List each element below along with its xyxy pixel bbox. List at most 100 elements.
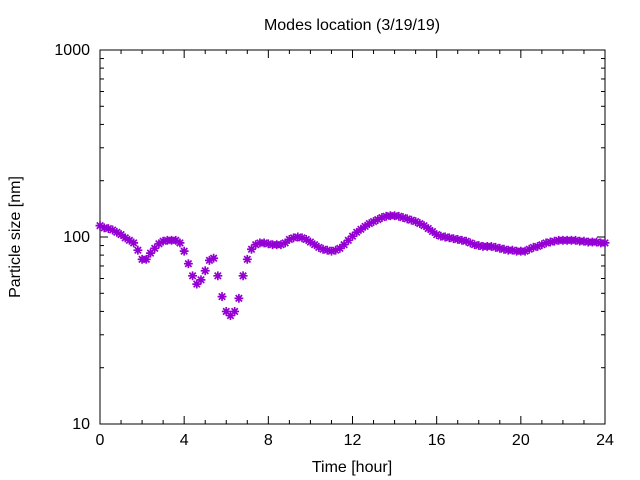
x-axis-label: Time [hour]	[312, 459, 392, 476]
data-point	[356, 224, 366, 234]
data-point	[419, 221, 429, 231]
data-point	[112, 227, 122, 237]
data-point	[529, 242, 538, 252]
data-point	[402, 214, 412, 224]
data-point	[280, 238, 290, 248]
data-point	[192, 279, 202, 289]
data-point	[541, 238, 551, 248]
data-point	[491, 242, 501, 252]
data-point	[520, 246, 530, 256]
points-layer	[95, 211, 610, 321]
data-point	[423, 224, 433, 233]
data-point	[284, 235, 294, 244]
data-point	[406, 215, 416, 225]
data-point	[200, 266, 210, 276]
axes-layer: 0 4 8 12 16 20 24 10 100 1000	[54, 42, 614, 449]
data-point	[432, 230, 442, 240]
data-point	[331, 245, 341, 255]
data-point	[394, 211, 404, 221]
data-point	[314, 242, 324, 252]
data-point	[238, 271, 248, 281]
data-point	[297, 233, 307, 243]
data-point	[364, 219, 374, 229]
data-point	[116, 230, 126, 240]
data-point	[499, 244, 509, 254]
data-point	[373, 215, 383, 224]
data-point	[369, 217, 378, 226]
data-point	[209, 253, 219, 263]
data-point	[335, 243, 345, 253]
data-point	[495, 243, 505, 253]
data-point	[95, 221, 105, 231]
data-point	[247, 244, 256, 254]
data-point	[217, 292, 227, 302]
data-point	[179, 246, 189, 256]
data-point	[120, 233, 130, 243]
data-point	[305, 237, 315, 247]
data-point	[230, 306, 240, 316]
data-point	[507, 245, 517, 255]
data-point	[465, 238, 475, 248]
x-tick-label: 4	[180, 432, 189, 449]
y-tick-label: 10	[72, 416, 90, 433]
data-point	[188, 271, 198, 281]
data-point	[318, 244, 328, 254]
y-tick-label: 100	[63, 229, 90, 246]
data-point	[348, 231, 357, 241]
data-point	[242, 254, 252, 264]
data-point	[310, 240, 320, 250]
data-point	[213, 271, 223, 281]
x-tick-label: 8	[264, 432, 273, 449]
data-point	[457, 235, 467, 245]
x-tick-label: 12	[344, 432, 362, 449]
data-point	[545, 237, 555, 247]
data-point	[171, 235, 181, 245]
data-point	[108, 225, 118, 235]
data-point	[428, 227, 437, 236]
data-point	[415, 219, 425, 229]
data-point	[129, 238, 139, 248]
data-point	[571, 235, 580, 245]
x-tick-label: 20	[512, 432, 530, 449]
data-point	[226, 311, 235, 321]
data-point	[221, 306, 231, 316]
data-point	[327, 246, 336, 256]
data-point	[251, 240, 261, 250]
data-point	[154, 239, 164, 249]
data-point	[352, 227, 362, 237]
data-point	[196, 275, 206, 285]
data-point	[398, 213, 408, 223]
data-point	[579, 236, 589, 246]
data-point	[360, 221, 370, 231]
data-point	[125, 235, 134, 245]
chart-title: Modes location (3/19/19)	[264, 17, 440, 34]
data-point	[486, 242, 496, 251]
data-point	[146, 248, 155, 258]
y-axis-label: Particle size [nm]	[7, 176, 24, 298]
data-point	[377, 213, 387, 223]
data-point	[592, 237, 602, 247]
data-point	[411, 217, 421, 226]
data-point	[150, 243, 160, 253]
data-point	[474, 241, 484, 251]
data-point	[133, 245, 143, 255]
data-point	[263, 239, 273, 249]
data-point	[158, 236, 168, 246]
data-point	[322, 245, 332, 255]
data-point	[259, 238, 269, 248]
data-point	[524, 244, 534, 254]
data-point	[276, 240, 286, 250]
data-point	[533, 242, 543, 251]
data-point	[204, 255, 214, 265]
data-point	[343, 235, 353, 245]
data-point	[461, 236, 471, 246]
data-point	[141, 254, 151, 264]
x-tick-label: 16	[428, 432, 446, 449]
data-point	[103, 224, 113, 233]
data-point	[301, 235, 311, 244]
data-point	[234, 293, 244, 303]
x-tick-label: 0	[96, 432, 105, 449]
data-point	[600, 238, 610, 248]
